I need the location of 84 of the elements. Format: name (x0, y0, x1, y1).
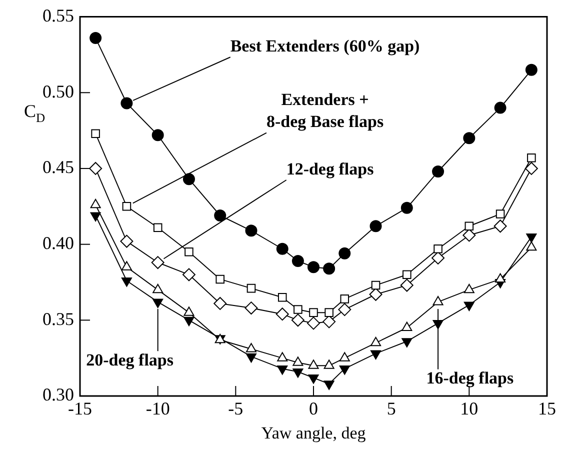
point (496, 210, 505, 218)
point (402, 270, 412, 280)
point (214, 210, 226, 222)
point (371, 280, 380, 290)
point (89, 162, 102, 175)
point (182, 173, 195, 186)
point (216, 274, 224, 284)
x-tick-label: -5 (228, 398, 244, 419)
point (214, 296, 227, 310)
annotation: 20-deg flaps (86, 350, 174, 370)
point (245, 224, 258, 237)
point (369, 288, 382, 301)
x-tick-label: 10 (460, 398, 478, 419)
point (151, 256, 164, 270)
point (122, 202, 132, 211)
point (152, 298, 164, 308)
point (90, 32, 102, 44)
point (308, 261, 320, 274)
point (338, 303, 352, 316)
point (309, 308, 318, 317)
point (90, 212, 101, 222)
point (524, 162, 538, 175)
point (307, 316, 320, 330)
point (338, 247, 351, 260)
point (292, 255, 304, 268)
point (464, 302, 474, 311)
point (525, 64, 538, 76)
y-tick-label: 0.40 (42, 233, 74, 254)
y-tick-label: 0.35 (42, 308, 74, 329)
point (277, 365, 288, 375)
point (494, 220, 507, 233)
point (276, 308, 289, 321)
point (121, 277, 132, 287)
x-tick-label: -10 (146, 398, 170, 419)
point (291, 314, 304, 327)
point (246, 353, 256, 363)
point (402, 338, 412, 348)
point (463, 132, 476, 144)
x-axis-title: Yaw angle, deg (261, 423, 366, 442)
point (324, 308, 334, 317)
annotation: 12-deg flaps (286, 159, 374, 178)
annotation: Best Extenders (60% gap) (230, 36, 420, 56)
point (292, 368, 304, 378)
point (339, 365, 350, 375)
point (152, 129, 164, 142)
point (323, 262, 336, 275)
y-tick-label: 0.55 (42, 6, 74, 26)
point (120, 234, 134, 248)
point (434, 244, 442, 254)
point (153, 223, 162, 232)
x-tick-label: 15 (538, 398, 556, 419)
point (400, 278, 414, 292)
point (276, 242, 288, 255)
x-tick-label: 0 (309, 398, 318, 419)
y-tick-label: 0.30 (42, 384, 74, 405)
x-tick-label: 5 (386, 398, 396, 419)
point (182, 268, 196, 282)
point (526, 233, 537, 243)
point (340, 294, 350, 304)
point (184, 248, 194, 256)
point (370, 350, 382, 360)
point (324, 380, 334, 390)
point (370, 220, 382, 232)
point (246, 284, 256, 293)
y-tick-label: 0.45 (42, 157, 74, 178)
point (322, 315, 336, 328)
annotation: 16-deg flaps (426, 368, 514, 388)
point (278, 293, 287, 302)
y-tick-label: 0.50 (42, 81, 74, 102)
point (464, 222, 474, 231)
point (294, 305, 302, 314)
point (91, 129, 100, 138)
point (527, 153, 536, 162)
point (494, 102, 506, 114)
point (120, 97, 133, 110)
point (90, 198, 101, 208)
point (432, 251, 445, 264)
point (432, 166, 444, 178)
point (308, 374, 319, 384)
point (184, 316, 194, 326)
point (244, 302, 258, 315)
point (462, 228, 476, 242)
point (400, 202, 413, 214)
annotation: Extenders + 8-deg Base flaps (266, 90, 384, 132)
